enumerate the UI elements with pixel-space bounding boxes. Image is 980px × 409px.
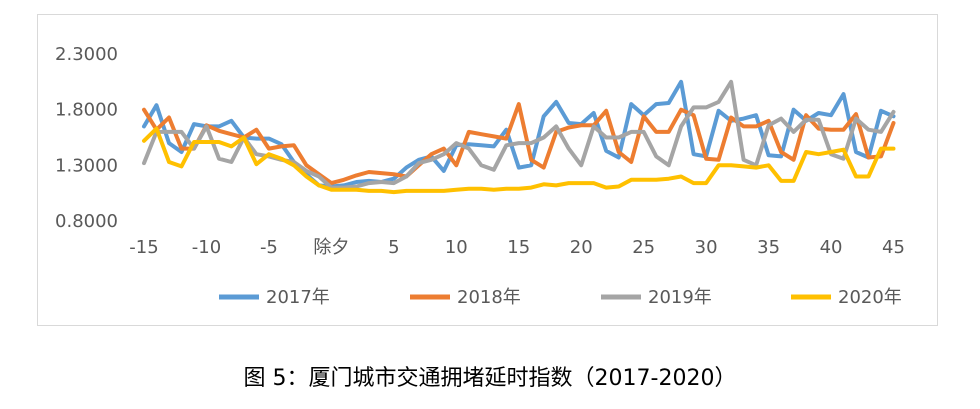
- x-tick-label: 35: [757, 237, 780, 258]
- legend-label: 2019年: [648, 287, 712, 308]
- legend-label: 2020年: [838, 287, 902, 308]
- line-chart: 0.8000 1.3000 1.8000 2.3000 -15 -10 -5 除夕 5 10 15…: [55, 44, 905, 308]
- x-tick-label: 5: [388, 237, 399, 258]
- legend: 2017年 2018年 2019年 2020年: [219, 287, 902, 308]
- figure-caption: 图 5：厦门城市交通拥堵延时指数（2017-2020）: [243, 366, 737, 391]
- x-tick-label: 25: [632, 237, 655, 258]
- series-line-3: [142, 79, 896, 190]
- y-tick-label: 1.3000: [55, 155, 118, 176]
- legend-label: 2017年: [266, 287, 330, 308]
- chart-frame: 0.8000 1.3000 1.8000 2.3000 -15 -10 -5 除夕 5 10 15…: [37, 14, 938, 326]
- x-tick-label: -15: [129, 237, 158, 258]
- x-axis-ticks: -15 -10 -5 除夕 5 10 15 20 25 30 35 40 45: [129, 237, 905, 258]
- x-tick-label: -10: [192, 237, 221, 258]
- legend-label: 2018年: [457, 287, 521, 308]
- y-tick-label: 2.3000: [55, 44, 118, 65]
- x-tick-label: -5: [260, 237, 278, 258]
- series-line-4: [142, 126, 896, 195]
- series-line-2: [142, 102, 896, 186]
- y-axis-ticks: 0.8000 1.3000 1.8000 2.3000: [55, 44, 118, 232]
- series-lines: [142, 79, 896, 195]
- x-tick-label: 20: [570, 237, 593, 258]
- x-tick-label: 40: [820, 237, 843, 258]
- x-tick-label: 30: [695, 237, 718, 258]
- series-line-1: [142, 79, 896, 189]
- y-tick-label: 0.8000: [55, 211, 118, 232]
- x-tick-label: 15: [507, 237, 530, 258]
- x-tick-label: 45: [882, 237, 905, 258]
- x-tick-label: 除夕: [313, 237, 349, 258]
- y-tick-label: 1.8000: [55, 100, 118, 121]
- x-tick-label: 10: [445, 237, 468, 258]
